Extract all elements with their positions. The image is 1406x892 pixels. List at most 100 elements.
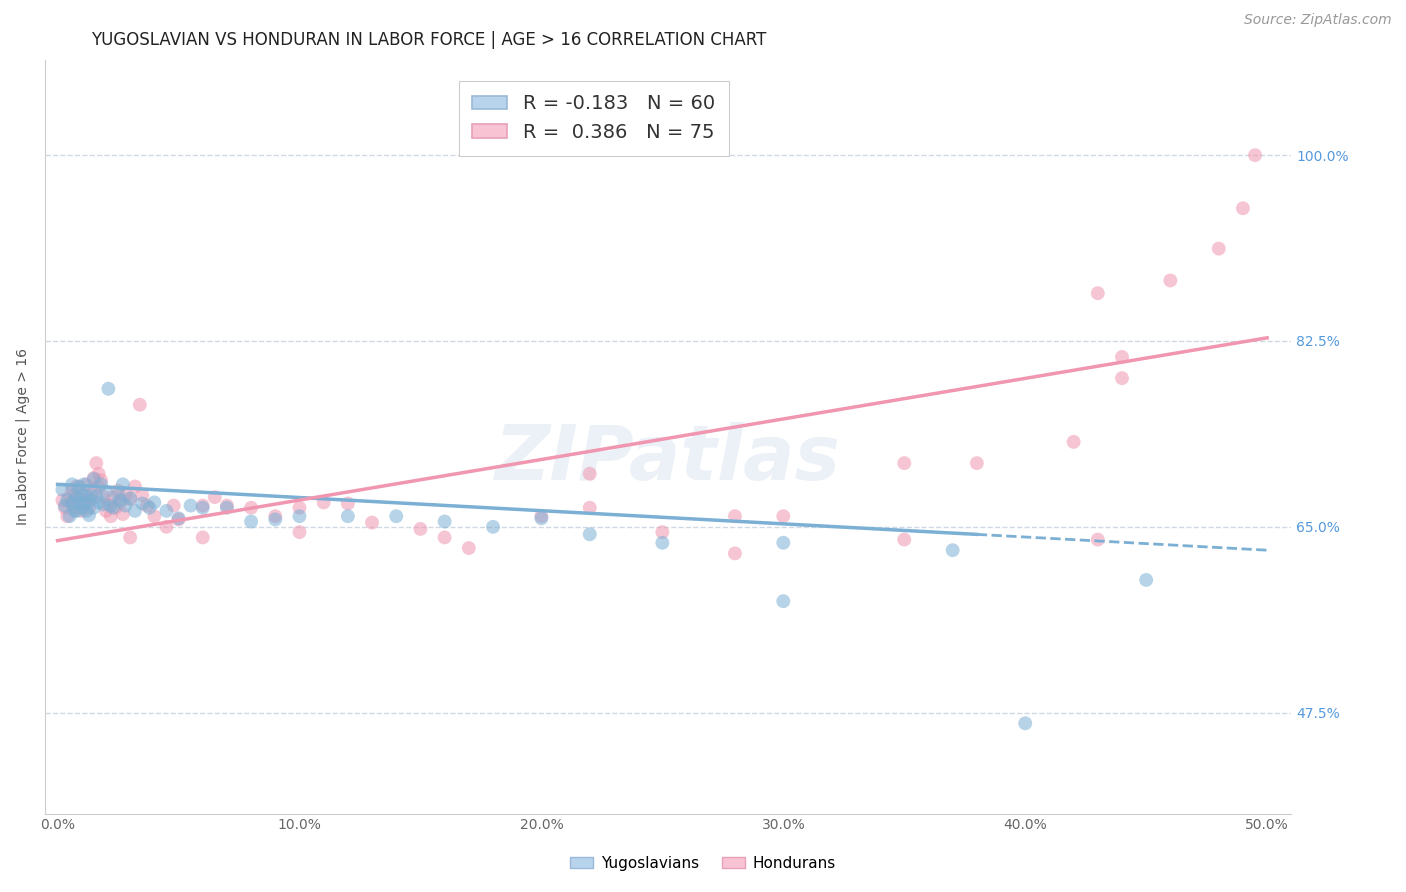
Point (87, 495, 110, 509)
Point (530, 509, 553, 524)
Point (163, 499, 186, 513)
Point (772, 535, 794, 549)
Point (966, 456, 988, 470)
Point (1208, 242, 1230, 256)
Point (76, 489, 98, 503)
Point (1244, 148, 1267, 162)
Point (724, 546, 747, 560)
Point (724, 509, 747, 524)
Point (1063, 434, 1085, 449)
Point (104, 500, 127, 515)
Point (1111, 371, 1133, 385)
Point (80, 492, 103, 507)
Point (120, 531, 142, 545)
Point (76, 504, 98, 518)
Point (191, 499, 214, 513)
Point (107, 488, 129, 502)
Point (180, 499, 202, 513)
Point (53, 500, 76, 515)
Point (87, 479, 110, 493)
Point (433, 515, 456, 529)
Point (73, 477, 96, 491)
Text: YUGOSLAVIAN VS HONDURAN IN LABOR FORCE | AGE > 16 CORRELATION CHART: YUGOSLAVIAN VS HONDURAN IN LABOR FORCE |… (91, 31, 766, 49)
Point (240, 515, 263, 529)
Point (530, 511, 553, 525)
Point (63, 488, 86, 502)
Point (100, 509, 122, 524)
Point (66, 490, 89, 504)
Point (1232, 201, 1254, 215)
Point (138, 500, 160, 515)
Point (120, 492, 142, 507)
Point (70, 500, 93, 515)
Point (70, 488, 93, 502)
Point (191, 531, 214, 545)
Point (578, 467, 600, 481)
Point (120, 491, 142, 505)
Point (56, 493, 79, 508)
Point (578, 527, 600, 541)
Point (73, 488, 96, 502)
Point (66, 479, 89, 493)
Point (131, 496, 153, 510)
Point (409, 522, 432, 536)
Point (1135, 573, 1157, 587)
Point (97, 382, 120, 396)
Point (114, 488, 136, 502)
Point (59, 509, 82, 524)
Point (1159, 273, 1181, 287)
Point (312, 495, 335, 509)
Text: ZIPatlas: ZIPatlas (495, 422, 841, 496)
Point (264, 512, 287, 526)
Point (110, 493, 132, 508)
Point (87, 467, 110, 481)
Point (111, 477, 134, 491)
Point (80, 488, 103, 502)
Point (103, 490, 125, 504)
Point (264, 509, 287, 524)
Point (215, 499, 238, 513)
Point (1111, 350, 1133, 364)
Point (772, 594, 794, 608)
Point (131, 488, 153, 502)
Point (60, 483, 83, 497)
Point (942, 543, 965, 558)
Point (155, 504, 177, 518)
Point (103, 500, 125, 515)
Point (59, 490, 82, 504)
Point (110, 495, 132, 509)
Point (66, 504, 89, 518)
Point (143, 509, 166, 524)
Text: Source: ZipAtlas.com: Source: ZipAtlas.com (1244, 13, 1392, 28)
Y-axis label: In Labor Force | Age > 16: In Labor Force | Age > 16 (15, 348, 30, 525)
Point (240, 500, 263, 515)
Point (136, 499, 159, 513)
Point (107, 483, 129, 498)
Point (67, 479, 90, 493)
Legend: Yugoslavians, Hondurans: Yugoslavians, Hondurans (564, 850, 842, 877)
Point (288, 509, 311, 524)
Point (651, 525, 673, 540)
Point (433, 531, 456, 545)
Point (215, 500, 238, 515)
Point (60, 496, 83, 510)
Point (67, 490, 90, 504)
Point (124, 479, 146, 493)
Point (893, 533, 915, 547)
Point (93, 490, 115, 504)
Point (288, 500, 311, 515)
Point (1087, 286, 1109, 301)
Point (63, 504, 86, 518)
Point (111, 507, 134, 521)
Point (76, 477, 98, 491)
Point (90, 477, 112, 491)
Point (73, 496, 96, 510)
Point (63, 500, 86, 515)
Point (385, 509, 408, 524)
Point (70, 504, 93, 518)
Point (336, 509, 359, 524)
Point (204, 490, 226, 504)
Point (893, 456, 915, 470)
Point (53, 499, 76, 513)
Point (51, 483, 73, 497)
